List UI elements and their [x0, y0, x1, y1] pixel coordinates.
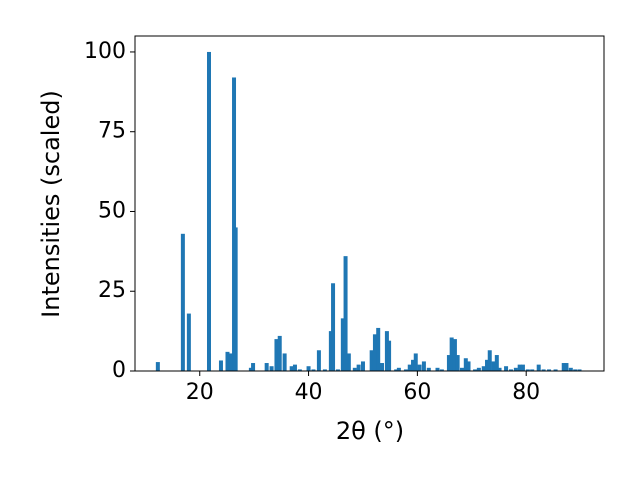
bar [573, 369, 578, 371]
bar [384, 331, 389, 371]
bar [452, 339, 457, 371]
bar [186, 313, 191, 371]
bar [206, 51, 211, 371]
bar [228, 353, 233, 371]
bar [248, 367, 253, 371]
y-tick-label: 0 [112, 358, 126, 383]
bar [525, 369, 530, 371]
bar [380, 363, 385, 371]
bar [520, 364, 525, 371]
bar [360, 361, 365, 371]
bar [513, 367, 518, 371]
x-tick-label: 60 [403, 380, 431, 405]
bar [289, 366, 294, 371]
bar [473, 369, 478, 371]
bar [356, 364, 361, 371]
bar [407, 364, 412, 371]
bar [282, 353, 287, 371]
bar [155, 362, 160, 371]
bar [487, 350, 492, 371]
x-axis-label: 2θ (°) [336, 417, 404, 445]
bar [340, 318, 345, 371]
bar [274, 339, 279, 371]
bar [387, 340, 392, 371]
bar [396, 367, 401, 371]
x-tick-label: 20 [186, 380, 214, 405]
bar [541, 369, 546, 371]
bar [372, 334, 377, 371]
bar [335, 369, 340, 371]
bar [218, 360, 223, 371]
bar [225, 351, 230, 371]
bar [352, 367, 357, 371]
bar [343, 256, 348, 371]
bar [306, 366, 311, 371]
bar [277, 335, 282, 371]
bar [455, 355, 460, 371]
bar [449, 337, 454, 371]
plot-frame [134, 35, 605, 372]
bar [297, 369, 302, 371]
bar [568, 367, 573, 371]
bar [328, 331, 333, 371]
bar [439, 369, 444, 371]
bar [504, 366, 509, 371]
bar [369, 350, 374, 371]
bar [497, 367, 502, 371]
bar [403, 369, 408, 371]
y-tick-label: 50 [98, 198, 126, 223]
bar [466, 361, 471, 371]
bar [233, 227, 238, 371]
bar [446, 355, 451, 371]
bar [311, 369, 316, 371]
bar [517, 364, 522, 371]
bar [180, 233, 185, 371]
bar [481, 366, 486, 371]
bar [463, 358, 468, 371]
y-axis-label: Intensities (scaled) [37, 90, 65, 318]
y-tick-label: 100 [84, 39, 126, 64]
bar [561, 363, 566, 371]
bar [376, 327, 381, 371]
bar [251, 363, 256, 371]
x-tick-label: 40 [295, 380, 323, 405]
bar [269, 366, 274, 371]
bar [292, 364, 297, 371]
bar [426, 367, 431, 371]
bar [536, 364, 541, 371]
bar [322, 369, 327, 371]
bar [476, 367, 481, 371]
bar [485, 359, 490, 371]
bar [411, 359, 416, 371]
bar [421, 361, 426, 371]
bar [564, 363, 569, 371]
y-tick-label: 75 [98, 119, 126, 144]
bar [508, 369, 513, 371]
bar [346, 353, 351, 371]
bar [331, 283, 336, 371]
bar [264, 363, 269, 371]
bar [413, 353, 418, 371]
bar [577, 369, 582, 371]
bar [232, 77, 237, 371]
bar [494, 355, 499, 371]
bar [530, 369, 535, 371]
bar [491, 361, 496, 371]
bar [459, 367, 464, 371]
bar [417, 364, 422, 371]
bar [394, 369, 399, 371]
bar [553, 369, 558, 371]
bar [547, 369, 552, 371]
bar [435, 367, 440, 371]
y-tick-label: 25 [98, 278, 126, 303]
x-tick-label: 80 [512, 380, 540, 405]
bar [316, 350, 321, 371]
